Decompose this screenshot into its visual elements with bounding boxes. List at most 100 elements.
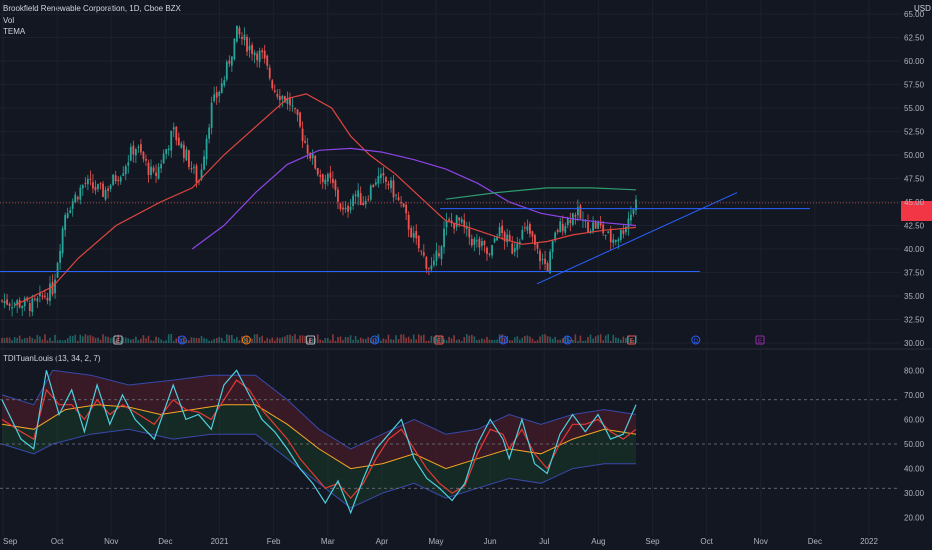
candle-body xyxy=(119,177,122,182)
volume-bar xyxy=(397,339,400,343)
event-letter: D xyxy=(373,339,378,345)
volume-bar xyxy=(87,335,89,343)
tdi-tick-label: 70.00 xyxy=(904,391,925,400)
volume-bar xyxy=(501,334,503,343)
volume-bar xyxy=(69,335,71,343)
candle-body xyxy=(630,214,632,221)
candle-body xyxy=(99,183,102,185)
price-tick-label: 45.00 xyxy=(904,198,925,207)
volume-bar xyxy=(609,340,612,343)
candle-body xyxy=(225,61,228,80)
volume-bar xyxy=(382,338,385,343)
candle-body xyxy=(147,162,150,175)
candle-body xyxy=(632,209,635,214)
volume-bar xyxy=(71,335,74,343)
candle-body xyxy=(162,153,165,164)
volume-bar xyxy=(210,340,213,343)
candle-body xyxy=(402,203,405,207)
candle-body xyxy=(430,265,433,270)
candle-body xyxy=(256,53,259,61)
candle-body xyxy=(177,137,180,145)
volume-bar xyxy=(559,339,562,343)
event-marker[interactable]: D xyxy=(562,335,572,345)
event-marker[interactable]: D xyxy=(177,335,187,345)
volume-bar xyxy=(61,340,64,343)
volume-bar xyxy=(632,339,635,343)
event-badge xyxy=(306,335,316,345)
volume-bar xyxy=(362,338,365,343)
volume-bar xyxy=(607,334,610,343)
tema-legend[interactable]: TEMA xyxy=(3,27,26,36)
candle-body xyxy=(549,251,552,274)
volume-bar xyxy=(152,340,155,343)
volume-bar xyxy=(450,338,453,343)
candle-body xyxy=(97,184,99,190)
volume-bar xyxy=(367,337,370,343)
volume-bar xyxy=(521,337,524,343)
candle-body xyxy=(21,305,24,309)
candle-body xyxy=(556,230,559,232)
event-marker[interactable]: E xyxy=(627,335,637,345)
event-marker[interactable]: S xyxy=(241,335,251,345)
volume-bar xyxy=(94,337,97,343)
volume-bar xyxy=(41,339,44,343)
candle-body xyxy=(155,172,157,176)
chart-title: Brookfield Renewable Corporation, 1D, Cb… xyxy=(3,4,181,13)
volume-bar xyxy=(271,337,274,343)
volume-bar xyxy=(473,336,476,343)
tdi-legend[interactable]: TDITuanLouis (13, 34, 2, 7) xyxy=(3,354,101,363)
event-marker[interactable]: E xyxy=(306,335,316,345)
volume-bar xyxy=(266,337,269,343)
vol-legend[interactable]: Vol xyxy=(3,16,15,25)
x-tick-label: Sep xyxy=(3,537,18,546)
volume-bar xyxy=(337,337,339,343)
volume-bar xyxy=(261,335,263,343)
volume-bar xyxy=(107,336,109,343)
volume-bar xyxy=(321,340,324,343)
event-marker[interactable]: E xyxy=(434,335,444,345)
candle-body xyxy=(460,218,463,223)
candle-body xyxy=(46,297,49,301)
event-marker[interactable]: E xyxy=(113,335,123,345)
volume-bar xyxy=(51,340,54,343)
candle-body xyxy=(301,128,304,142)
event-badge xyxy=(755,335,765,345)
event-marker[interactable]: D xyxy=(498,335,508,345)
volume-bar xyxy=(531,338,534,343)
candle-body xyxy=(463,220,466,227)
candle-body xyxy=(3,300,6,304)
candle-body xyxy=(458,217,461,221)
candle-body xyxy=(377,175,380,184)
candle-body xyxy=(74,194,77,203)
volume-bar xyxy=(236,337,238,343)
volume-bar xyxy=(1,337,3,343)
ascending-trendline xyxy=(536,192,738,285)
volume-bar xyxy=(251,338,253,343)
volume-bar xyxy=(423,334,425,343)
volume-bar xyxy=(195,337,198,343)
volume-bar xyxy=(8,337,11,343)
event-marker[interactable]: D xyxy=(370,335,380,345)
volume-bar xyxy=(84,334,87,343)
candle-body xyxy=(599,221,602,226)
volume-bar xyxy=(13,337,16,343)
candle-body xyxy=(395,194,397,196)
x-tick-label: Apr xyxy=(376,537,389,546)
volume-bar xyxy=(387,334,390,343)
candle-body xyxy=(410,228,413,238)
candle-body xyxy=(172,127,175,130)
candle-body xyxy=(508,234,511,242)
candle-body xyxy=(33,298,36,300)
candle-body xyxy=(635,199,637,211)
event-marker[interactable]: D xyxy=(691,335,701,345)
volume-bar xyxy=(564,336,567,343)
candle-body xyxy=(13,303,16,305)
candle-body xyxy=(185,149,188,161)
candle-body xyxy=(127,162,130,166)
event-marker[interactable]: E xyxy=(755,335,765,345)
volume-bar xyxy=(511,340,514,343)
candle-body xyxy=(342,207,344,210)
candle-body xyxy=(617,239,620,242)
candle-body xyxy=(577,207,579,216)
